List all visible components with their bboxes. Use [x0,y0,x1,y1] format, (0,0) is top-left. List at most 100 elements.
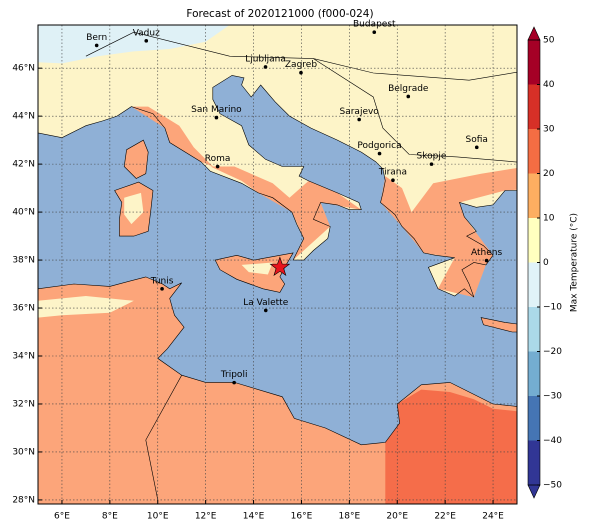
city-label: Skopje [417,152,447,162]
colorbar-tick-label: −50 [543,481,562,491]
x-tick-label: 16°E [291,512,313,522]
x-tick-label: 20°E [386,512,408,522]
city-label: Podgorica [357,141,401,151]
city-dot [377,151,382,156]
city-dot [144,39,149,43]
city-dot [215,164,220,169]
colorbar-bin [528,84,540,129]
map-frame [37,24,518,505]
warm-coast [131,106,213,167]
x-tick-label: 12°E [195,512,217,522]
x-tick-label: 14°E [243,512,265,522]
colorbar-tick-label: 40 [543,80,555,90]
warm-balkans [380,167,517,298]
city-dot [429,162,434,166]
colorbar-label: Max Temperature (°C) [570,213,580,312]
city-dot [232,380,236,385]
land [38,25,517,298]
x-tick-label: 10°E [147,512,169,522]
x-tick-label: 24°E [482,512,504,522]
coastline [123,139,149,179]
colorbar: −50 −40 −30 −20 −10 0 10 20 30 40 50 Max Temperatur… [527,26,580,499]
colorbar-bin [528,173,540,218]
alps-cold [38,25,230,64]
city-dot [474,145,479,150]
mild-sicily [241,262,273,275]
colorbar-extend-bottom [527,484,541,499]
colorbar-bin [528,40,540,85]
city-label: La Valette [243,298,288,308]
x-tick-label: 18°E [339,512,361,522]
x-tick-label: 22°E [434,512,456,522]
city-dot [484,258,489,263]
colorbar-tick-label: 20 [543,169,555,179]
y-tick-label: 28°N [12,495,35,505]
colorbar-tick-label: −20 [543,347,562,357]
city-label: Roma [205,154,231,164]
coastline [480,317,517,333]
city-dot [160,287,164,291]
colorbar-tick-label: 0 [543,258,549,268]
colorbar-tick-label: −30 [543,392,562,402]
city-label: Budapest [353,20,396,30]
colorbar-bin [528,396,540,441]
x-tick-label: 6°E [54,512,70,522]
city-label: Athens [471,248,502,258]
hot-libya [385,389,517,504]
y-tick-label: 30°N [12,447,35,457]
coastline [38,25,517,298]
city-dot [214,115,219,120]
city-label: Tripoli [220,370,248,380]
island [124,140,149,179]
city-dot [406,94,411,99]
title: Forecast of 2020121000 (f000-024) [186,8,373,20]
city-dot [372,30,377,34]
y-tick-label: 32°N [12,399,35,409]
city-label: Sarajevo [340,107,380,117]
city-label: Bern [86,33,107,43]
city-dot [263,65,268,69]
city-dot [357,117,361,122]
city-label: Sofia [466,135,488,145]
colorbar-bin [528,262,540,307]
y-tick-label: 40°N [12,208,35,218]
y-tick-label: 46°N [12,64,35,74]
warm-italy [210,166,362,261]
city-label: Vaduz [133,28,160,38]
colorbar-tick-label: 10 [543,214,555,224]
coastline [114,181,154,237]
colorbar-tick-label: −40 [543,436,562,446]
city-dot [263,308,268,313]
y-tick-label: 42°N [12,160,35,170]
border [145,375,182,500]
mild-sardinia [124,192,144,225]
city-dot [94,43,99,48]
border [313,58,517,163]
city-label: Ljubljana [245,54,286,64]
colorbar-tick-label: −10 [543,303,562,313]
colorbar-bin [528,129,540,174]
map [38,25,517,504]
island [481,317,517,332]
city-label: Belgrade [388,84,429,94]
colorbar-bin [528,351,540,396]
colorbar-bin [528,307,540,352]
y-tick-label: 38°N [12,256,35,266]
y-tick-label: 34°N [12,352,35,362]
city-label: San Marino [191,105,242,115]
city-label: Zagreb [285,60,317,70]
colorbar-bin [528,218,540,263]
event-star [269,256,291,277]
colorbar-tick-label: 30 [543,125,555,135]
y-tick-label: 36°N [12,304,35,314]
city-label: Tirana [378,168,407,178]
y-tick-label: 44°N [12,112,35,122]
city-label: Tunis [150,276,174,286]
colorbar-bin [528,440,540,485]
city-dot [299,70,303,75]
city-dot [391,178,395,182]
colorbar-tick-label: 50 [543,36,555,46]
colorbar-extend-top [527,26,541,41]
axes: 6°E 8°E 10°E 12°E 14°E 16°E 18°E 20°E 22°E 24°E 28… [12,20,504,522]
